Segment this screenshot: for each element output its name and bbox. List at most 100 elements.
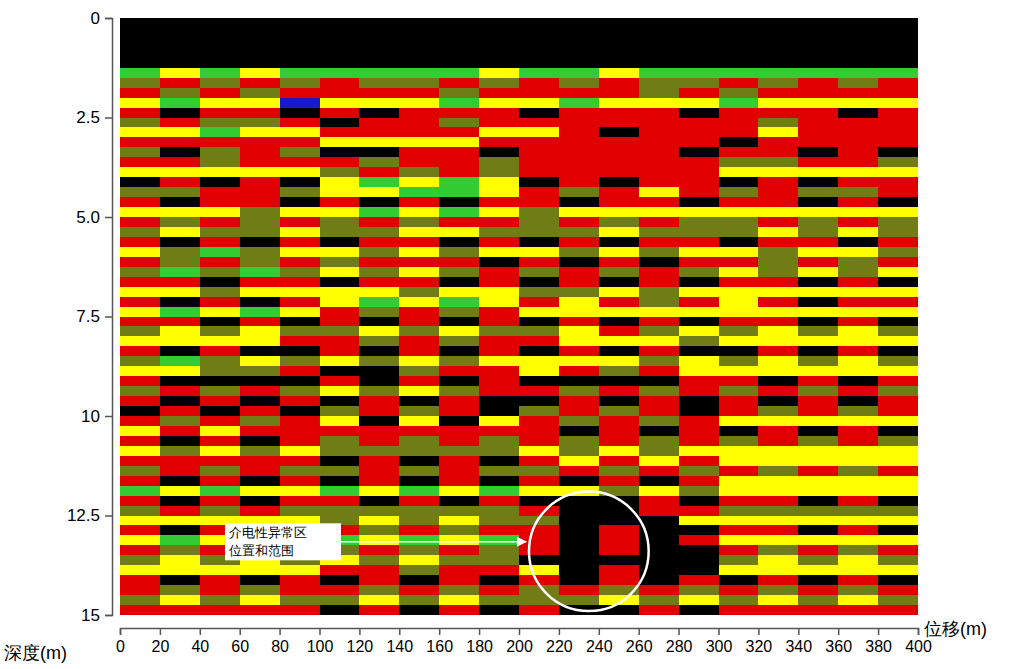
cell	[359, 267, 399, 277]
cell	[479, 267, 519, 277]
x-tick: 180	[466, 628, 493, 655]
cell	[280, 197, 320, 207]
cell	[758, 127, 798, 137]
cell	[479, 88, 519, 98]
cell	[639, 426, 679, 436]
x-tick-mark	[758, 628, 760, 635]
cell	[280, 48, 320, 58]
x-tick-mark	[638, 628, 640, 635]
cell	[280, 177, 320, 187]
cell	[399, 38, 439, 48]
cell	[280, 565, 320, 575]
cell	[240, 326, 280, 336]
cell	[878, 525, 918, 535]
cell	[160, 297, 200, 307]
cell	[878, 58, 918, 68]
cell	[439, 456, 479, 466]
cell	[240, 466, 280, 476]
cell	[639, 506, 679, 516]
cell	[519, 386, 559, 396]
cell	[200, 317, 240, 327]
cell	[519, 227, 559, 237]
cell	[120, 177, 160, 187]
cell	[479, 396, 519, 406]
cell	[758, 247, 798, 257]
cell	[200, 326, 240, 336]
cell	[359, 237, 399, 247]
cell	[758, 237, 798, 247]
cell	[120, 217, 160, 227]
cell	[758, 535, 798, 545]
cell	[479, 118, 519, 128]
cell	[838, 108, 878, 118]
cell	[639, 386, 679, 396]
cell	[399, 386, 439, 396]
cell	[679, 555, 719, 565]
cell	[679, 496, 719, 506]
cell	[280, 446, 320, 456]
cell	[878, 326, 918, 336]
cell	[160, 118, 200, 128]
cell	[320, 247, 360, 257]
cell	[838, 516, 878, 526]
cell	[200, 307, 240, 317]
cell	[200, 476, 240, 486]
y-tick-mark	[105, 18, 112, 20]
x-tick-label: 140	[386, 638, 413, 655]
cell	[599, 476, 639, 486]
cell	[798, 406, 838, 416]
cell	[758, 287, 798, 297]
cell	[320, 486, 360, 496]
cell	[519, 68, 559, 78]
cell	[719, 98, 759, 108]
cell	[280, 456, 320, 466]
cell	[479, 416, 519, 426]
cell	[758, 197, 798, 207]
cell	[639, 137, 679, 147]
cell	[719, 496, 759, 506]
cell	[359, 108, 399, 118]
cell	[479, 476, 519, 486]
cell	[519, 555, 559, 565]
cell	[838, 396, 878, 406]
x-tick: 60	[231, 628, 249, 655]
cell	[719, 257, 759, 267]
cell	[280, 207, 320, 217]
cell	[160, 127, 200, 137]
cell	[359, 118, 399, 128]
x-tick-mark	[279, 628, 281, 635]
cell	[559, 317, 599, 327]
cell	[519, 237, 559, 247]
cell	[359, 506, 399, 516]
cell	[120, 277, 160, 287]
cell	[359, 456, 399, 466]
y-tick: 15	[81, 606, 112, 625]
cell	[639, 555, 679, 565]
cell	[439, 595, 479, 605]
cell	[599, 446, 639, 456]
cell	[838, 506, 878, 516]
cell	[639, 237, 679, 247]
cell	[120, 297, 160, 307]
y-tick: 10	[81, 407, 112, 426]
cell	[399, 575, 439, 585]
cell	[320, 98, 360, 108]
x-axis-line	[121, 629, 919, 636]
cell	[639, 496, 679, 506]
cell	[599, 167, 639, 177]
cell	[359, 287, 399, 297]
cell	[320, 506, 360, 516]
cell	[798, 267, 838, 277]
cell	[399, 545, 439, 555]
cell	[200, 376, 240, 386]
cell	[519, 396, 559, 406]
cell	[878, 267, 918, 277]
cell	[439, 565, 479, 575]
cell	[878, 297, 918, 307]
cell	[878, 98, 918, 108]
cell	[758, 38, 798, 48]
cell	[160, 336, 200, 346]
cell	[679, 426, 719, 436]
cell	[519, 466, 559, 476]
cell	[280, 98, 320, 108]
